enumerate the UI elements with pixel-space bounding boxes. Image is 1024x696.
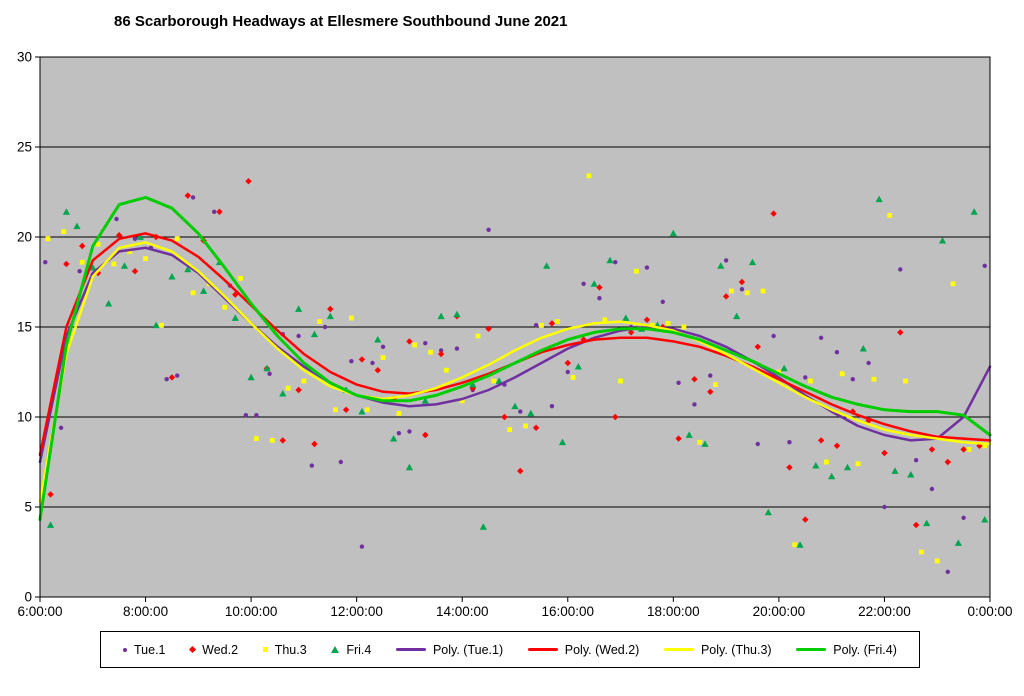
legend-item-poly-fri4: Poly. (Fri.4) [796, 643, 897, 657]
svg-text:22:00:00: 22:00:00 [858, 604, 911, 619]
poly-thu3-line-icon [663, 648, 694, 651]
legend-label-tue1: Tue.1 [134, 642, 166, 657]
svg-text:5: 5 [24, 500, 32, 515]
legend-label-poly-tue1: Poly. (Tue.1) [432, 642, 504, 657]
svg-text:15: 15 [17, 320, 32, 335]
svg-text:16:00:00: 16:00:00 [541, 604, 594, 619]
svg-text:0:00:00: 0:00:00 [967, 604, 1012, 619]
thu3-square-marker-icon [262, 647, 268, 652]
legend-label-wed2: Wed.2 [202, 642, 239, 657]
svg-text:12:00:00: 12:00:00 [330, 604, 383, 619]
legend-item-poly-thu3: Poly. (Thu.3) [663, 642, 772, 657]
legend-label-poly-thu3: Poly. (Thu.3) [700, 642, 772, 657]
chart-legend: Tue.1 Wed.2 Thu.3 Fri.4 Poly. (Tue.1) Po… [100, 631, 920, 668]
poly-wed2-line-icon [527, 648, 558, 651]
legend-label-fri4: Fri.4 [346, 642, 372, 657]
svg-text:20:00:00: 20:00:00 [753, 604, 806, 619]
poly-fri4-line-icon [796, 648, 827, 651]
svg-text:25: 25 [17, 140, 32, 155]
svg-text:10:00:00: 10:00:00 [225, 604, 278, 619]
legend-label-poly-fri4: Poly. (Fri.4) [833, 642, 897, 657]
svg-text:8:00:00: 8:00:00 [123, 604, 168, 619]
legend-item-poly-tue1: Poly. (Tue.1) [395, 642, 504, 657]
legend-item-fri4: Fri.4 [331, 643, 371, 657]
svg-text:18:00:00: 18:00:00 [647, 604, 700, 619]
legend-item-wed2: Wed.2 [189, 642, 239, 657]
chart-title: 86 Scarborough Headways at Ellesmere Sou… [114, 13, 568, 30]
svg-text:30: 30 [17, 50, 32, 65]
poly-tue1-line-icon [395, 648, 426, 651]
legend-label-poly-wed2: Poly. (Wed.2) [564, 642, 640, 657]
svg-text:0: 0 [24, 590, 32, 605]
svg-text:14:00:00: 14:00:00 [436, 604, 489, 619]
svg-text:20: 20 [17, 230, 32, 245]
legend-label-thu3: Thu.3 [274, 642, 307, 657]
svg-text:6:00:00: 6:00:00 [17, 604, 62, 619]
legend-item-tue1: Tue.1 [123, 643, 166, 657]
svg-text:10: 10 [17, 410, 32, 425]
fri4-triangle-marker-icon [331, 646, 340, 653]
legend-item-poly-wed2: Poly. (Wed.2) [527, 642, 640, 657]
tue1-dot-marker-icon [123, 647, 127, 652]
legend-item-thu3: Thu.3 [262, 642, 307, 657]
wed2-diamond-marker-icon [189, 645, 197, 654]
